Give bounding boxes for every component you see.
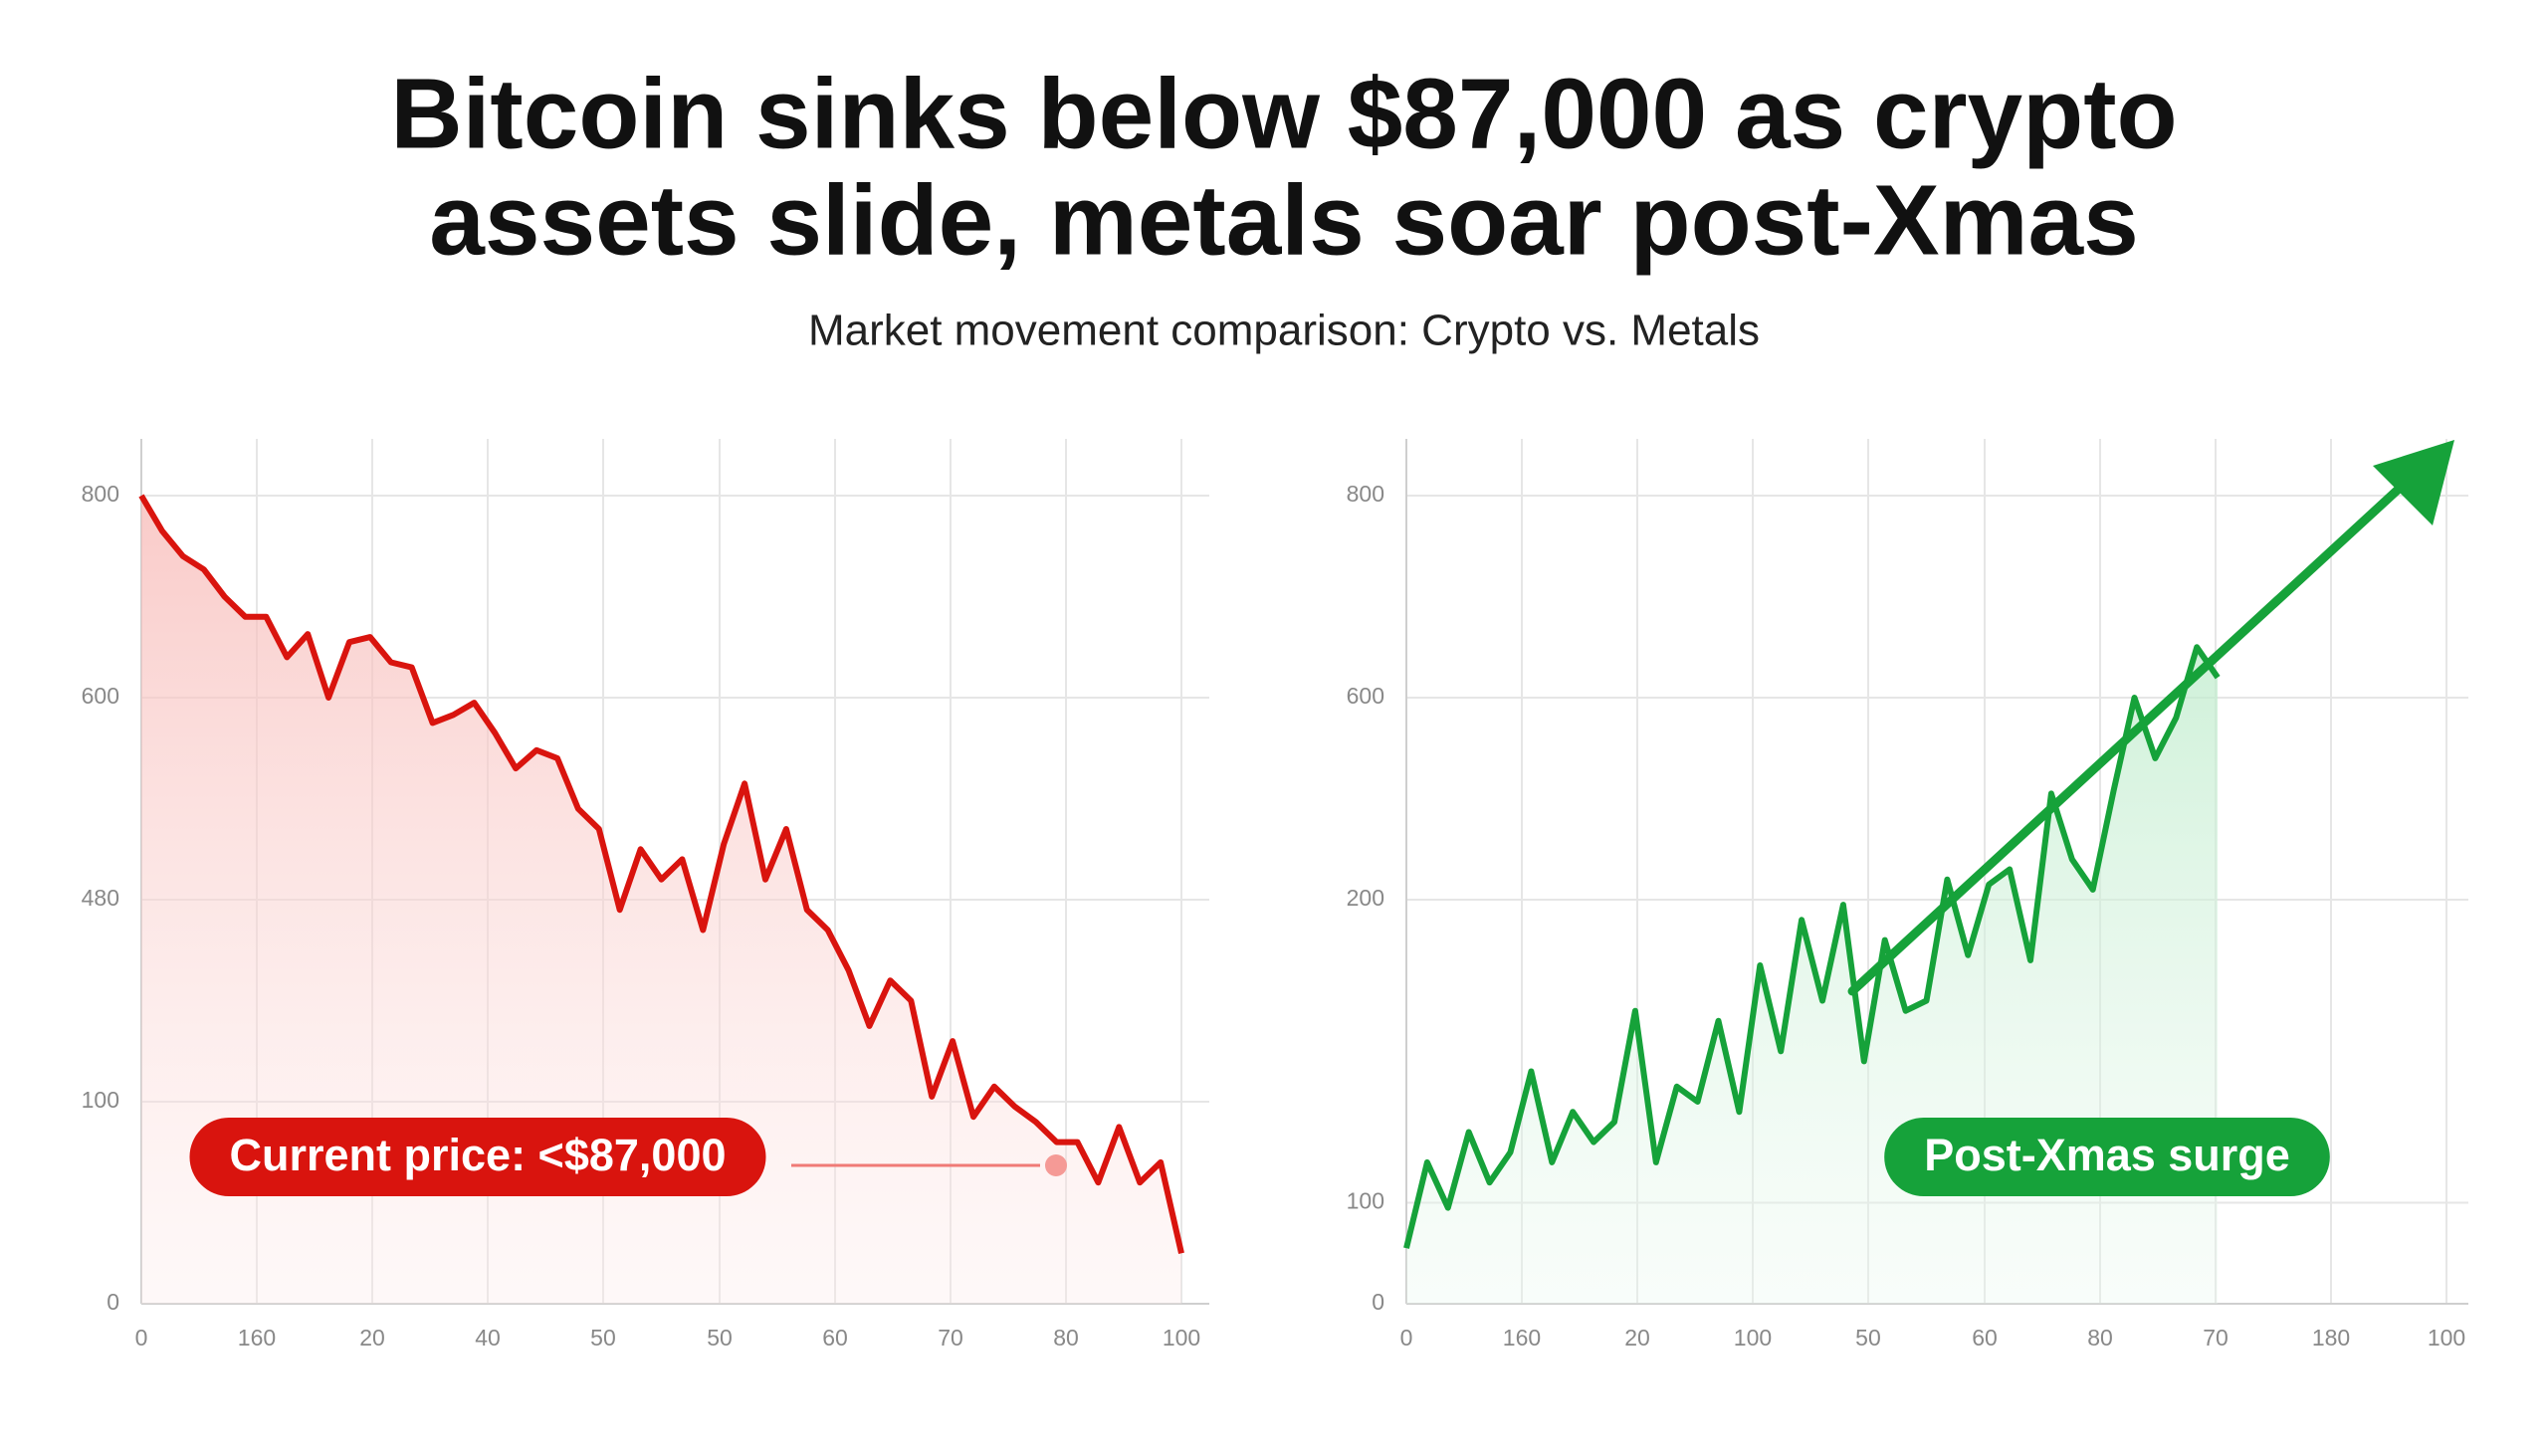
arrow-head — [2373, 440, 2454, 525]
y-tick-label: 0 — [106, 1289, 119, 1315]
y-tick-label: 100 — [1347, 1188, 1384, 1214]
chart: 0 100 480 600 800 0 160 20 40 50 50 60 70 80 100 Curren… — [82, 439, 1209, 1351]
x-tick-label: 180 — [2312, 1325, 2350, 1351]
connector-dot — [1045, 1154, 1067, 1176]
subtitle: Market movement comparison: Crypto vs. M… — [808, 307, 1760, 355]
x-tick-label: 60 — [1972, 1325, 1998, 1351]
annotation-pill — [1884, 1118, 2330, 1196]
annotation-label: Current price: <$87,000 — [230, 1130, 727, 1180]
x-tick-label: 0 — [135, 1325, 148, 1351]
area — [1406, 647, 2219, 1304]
title-line: Bitcoin sinks below $87,000 as crypto — [390, 58, 2177, 169]
title-line: assets slide, metals soar post-Xmas — [429, 164, 2138, 276]
x-tick-label: 100 — [2428, 1325, 2465, 1351]
annotation-label: Post-Xmas surge — [1924, 1130, 2290, 1180]
x-tick-label: 100 — [1734, 1325, 1772, 1351]
x-tick-label: 160 — [1503, 1325, 1541, 1351]
x-tick-label: 20 — [1624, 1325, 1650, 1351]
y-tick-label: 0 — [1372, 1289, 1384, 1315]
y-tick-label: 480 — [82, 885, 119, 911]
x-tick-label: 50 — [1855, 1325, 1881, 1351]
chart: 0 100 200 600 800 0 160 20 100 50 60 80 70 180 100 Post… — [1347, 439, 2468, 1351]
x-tick-label: 80 — [1053, 1325, 1079, 1351]
area — [141, 496, 1181, 1304]
y-tick-label: 800 — [1347, 481, 1384, 507]
line — [1403, 644, 2221, 1249]
y-tick-label: 100 — [82, 1087, 119, 1113]
annotation-pill — [189, 1118, 766, 1196]
x-tick-label: 70 — [2203, 1325, 2229, 1351]
x-tick-label: 50 — [707, 1325, 733, 1351]
x-tick-label: 50 — [590, 1325, 616, 1351]
y-tick-label: 800 — [82, 481, 119, 507]
x-tick-label: 100 — [1163, 1325, 1200, 1351]
x-tick-label: 70 — [938, 1325, 963, 1351]
x-tick-label: 80 — [2087, 1325, 2113, 1351]
y-tick-label: 200 — [1347, 885, 1384, 911]
y-tick-label: 600 — [1347, 683, 1384, 709]
x-tick-label: 0 — [1400, 1325, 1413, 1351]
y-tick-label: 600 — [82, 683, 119, 709]
trend-arrow — [1847, 475, 2414, 996]
x-tick-label: 160 — [238, 1325, 276, 1351]
line — [138, 494, 1184, 1254]
x-tick-label: 60 — [822, 1325, 848, 1351]
x-tick-label: 40 — [475, 1325, 501, 1351]
x-tick-label: 20 — [359, 1325, 385, 1351]
